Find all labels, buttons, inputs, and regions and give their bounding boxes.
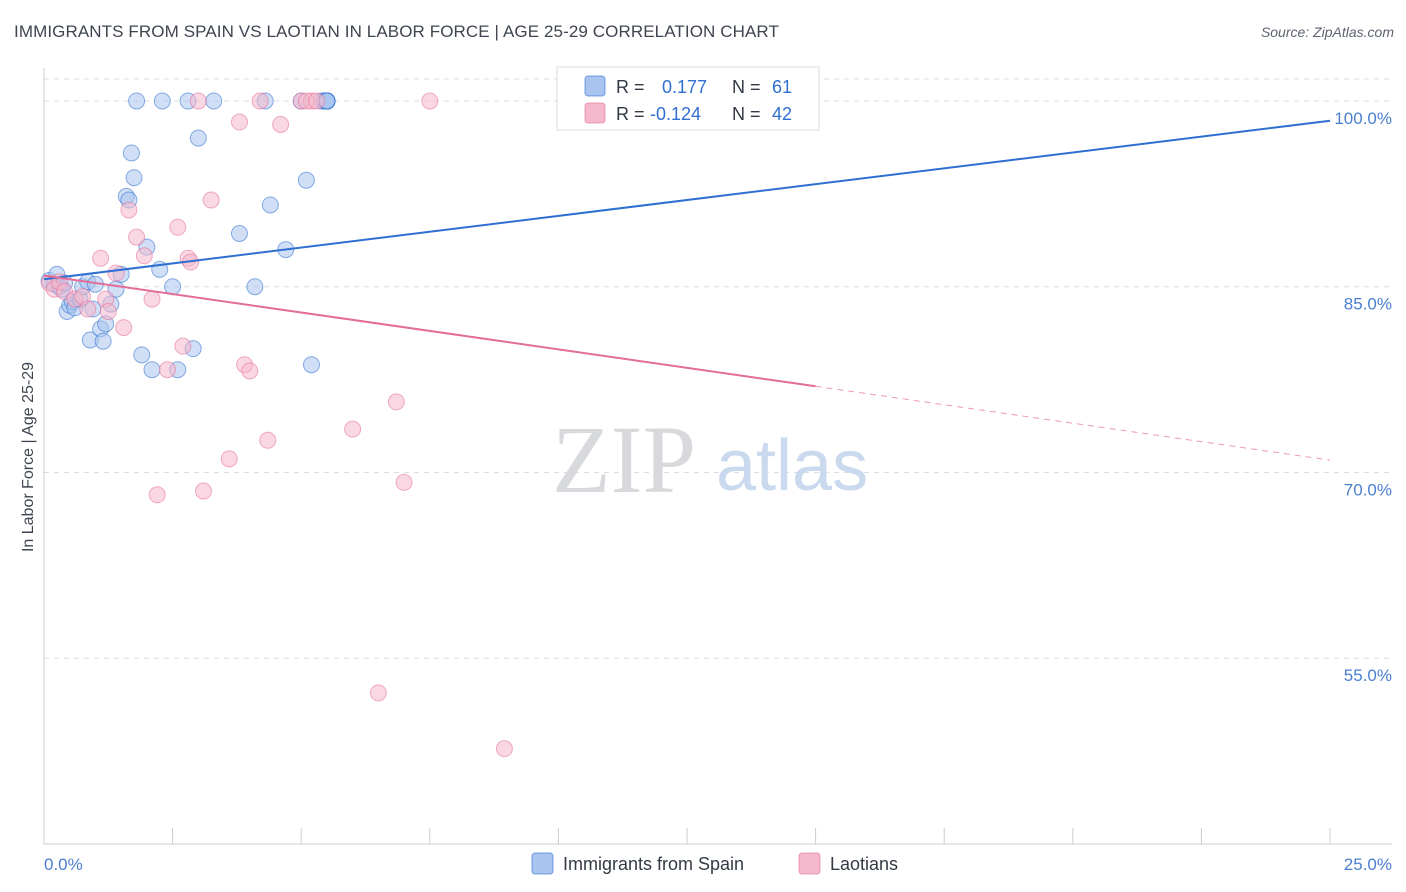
laotians-point-24 bbox=[202, 191, 220, 209]
x-tick-label-max: 25.0% bbox=[1344, 855, 1392, 874]
laotians-point-16 bbox=[148, 486, 166, 504]
laotians-point-17 bbox=[158, 361, 176, 379]
y-tick-label-70: 70.0% bbox=[1344, 480, 1392, 499]
legend-swatch-laotians bbox=[584, 102, 606, 124]
legend-r-label-spain: R = bbox=[616, 77, 645, 97]
laotians-point-18 bbox=[169, 218, 187, 236]
spain-point-36 bbox=[189, 129, 207, 147]
spain-point-29 bbox=[143, 361, 161, 379]
trend-line-0 bbox=[43, 119, 1331, 281]
legend-r-value-laotians: -0.124 bbox=[650, 104, 701, 124]
y-tick-label-55: 55.0% bbox=[1344, 666, 1392, 685]
spain-point-31 bbox=[153, 92, 171, 110]
laotians-point-11 bbox=[115, 319, 133, 337]
legend-n-label-spain: N = bbox=[732, 77, 761, 97]
laotians-point-37 bbox=[395, 473, 413, 491]
laotians-point-31 bbox=[272, 115, 290, 133]
trend-line-1-solid bbox=[43, 274, 816, 388]
spain-point-45 bbox=[302, 356, 320, 374]
series-legend: Immigrants from Spain Laotians bbox=[531, 852, 898, 875]
laotians-point-34 bbox=[344, 420, 362, 438]
spain-point-26 bbox=[128, 92, 146, 110]
laotians-point-14 bbox=[135, 247, 153, 265]
series-laotians-points bbox=[40, 92, 513, 758]
x-tick-label-min: 0.0% bbox=[44, 855, 83, 874]
spain-point-39 bbox=[246, 278, 264, 296]
legend-n-value-laotians: 42 bbox=[772, 104, 792, 124]
spain-point-38 bbox=[230, 224, 248, 242]
spain-point-37 bbox=[205, 92, 223, 110]
watermark-zip: ZIP bbox=[552, 406, 696, 513]
laotians-point-22 bbox=[189, 92, 207, 110]
laotians-point-6 bbox=[79, 300, 97, 318]
watermark-atlas: atlas bbox=[716, 426, 868, 506]
laotians-point-26 bbox=[230, 113, 248, 131]
laotians-point-30 bbox=[259, 431, 277, 449]
spain-point-24 bbox=[122, 144, 140, 162]
laotians-point-39 bbox=[495, 740, 513, 758]
axes bbox=[43, 68, 1392, 845]
y-axis-title: In Labor Force | Age 25-29 bbox=[20, 362, 37, 552]
laotians-point-35 bbox=[369, 684, 387, 702]
spain-point-44 bbox=[297, 171, 315, 189]
laotians-point-25 bbox=[220, 450, 238, 468]
legend-r-value-spain: 0.177 bbox=[662, 77, 707, 97]
chart-title: IMMIGRANTS FROM SPAIN VS LAOTIAN IN LABO… bbox=[14, 22, 779, 41]
source-label: Source: ZipAtlas.com bbox=[1260, 24, 1394, 40]
y-tick-label-85: 85.0% bbox=[1344, 295, 1392, 314]
legend-n-value-spain: 61 bbox=[772, 77, 792, 97]
y-tick-label-100: 100.0% bbox=[1334, 109, 1392, 128]
laotians-point-41 bbox=[308, 92, 326, 110]
laotians-point-7 bbox=[92, 249, 110, 267]
y-tick-labels: 55.0% 70.0% 85.0% 100.0% bbox=[1334, 109, 1392, 685]
legend-swatch-spain bbox=[584, 75, 606, 97]
laotians-point-28 bbox=[241, 362, 259, 380]
trend-line-1-dashed bbox=[815, 385, 1331, 461]
series-spain-points bbox=[40, 92, 336, 379]
x-tick-labels: 0.0% 25.0% bbox=[44, 855, 1392, 874]
bottom-legend-swatch-laotians bbox=[798, 852, 821, 875]
legend-n-label-laotians: N = bbox=[732, 104, 761, 124]
laotians-point-9 bbox=[99, 302, 117, 320]
laotians-point-29 bbox=[251, 92, 269, 110]
spain-point-25 bbox=[125, 169, 143, 187]
legend-r-label-laotians: R = bbox=[616, 104, 645, 124]
spain-point-41 bbox=[261, 196, 279, 214]
laotians-point-38 bbox=[421, 92, 439, 110]
laotians-point-23 bbox=[194, 482, 212, 500]
stats-legend: R = 0.177 N = 61 R = -0.124 N = 42 bbox=[556, 66, 820, 131]
laotians-point-15 bbox=[143, 290, 161, 308]
laotians-point-19 bbox=[174, 337, 192, 355]
laotians-point-12 bbox=[120, 201, 138, 219]
bottom-legend-swatch-spain bbox=[531, 852, 554, 875]
watermark: ZIP atlas bbox=[552, 406, 868, 513]
laotians-point-10 bbox=[107, 264, 125, 282]
bottom-legend-label-laotians: Laotians bbox=[830, 854, 898, 874]
laotians-point-36 bbox=[387, 393, 405, 411]
bottom-legend-label-spain: Immigrants from Spain bbox=[563, 854, 744, 874]
spain-point-27 bbox=[133, 346, 151, 364]
spain-point-17 bbox=[94, 332, 112, 350]
trend-lines bbox=[43, 119, 1331, 461]
laotians-point-13 bbox=[128, 228, 146, 246]
